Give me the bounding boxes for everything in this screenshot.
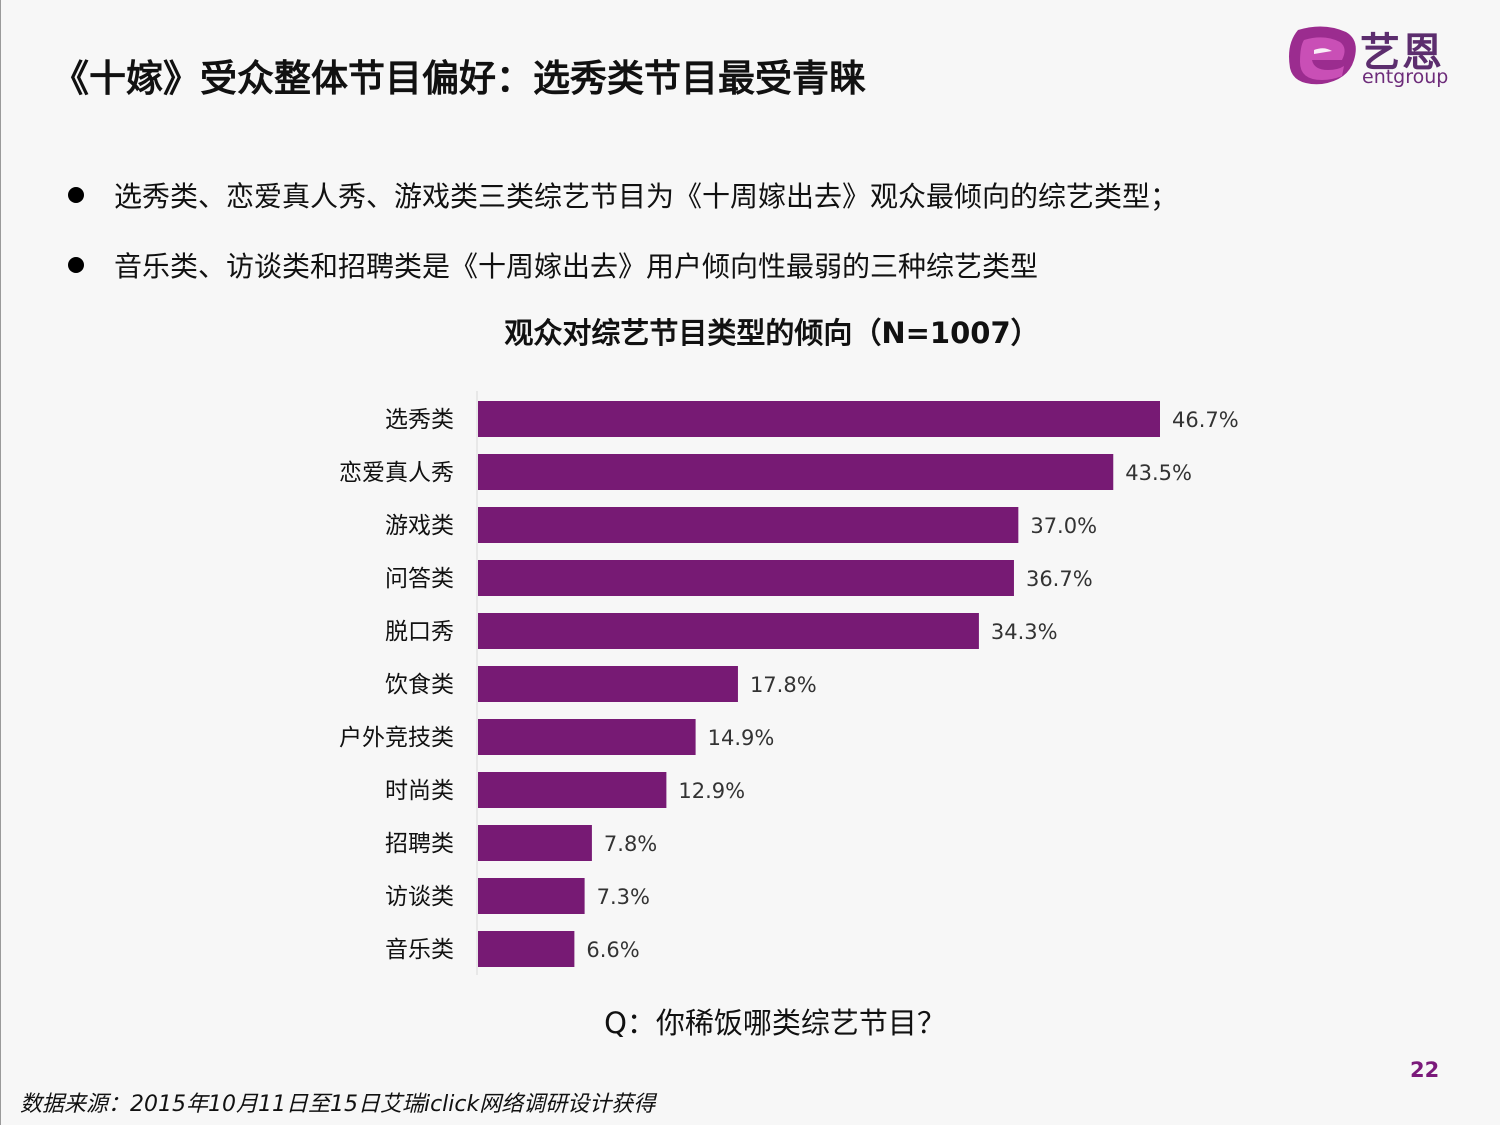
page-title: 《十嫁》受众整体节目偏好：选秀类节目最受青睐 [52, 57, 866, 100]
logo-english-text: entgroup [1362, 66, 1449, 88]
value-label: 43.5% [1125, 461, 1192, 485]
category-label: 访谈类 [385, 884, 454, 910]
survey-question: Q：你稀饭哪类综艺节目？ [604, 1006, 946, 1040]
bar-10 [478, 931, 575, 967]
category-label: 选秀类 [385, 407, 454, 433]
value-label: 34.3% [991, 620, 1058, 644]
bullet-dot-icon [68, 187, 84, 203]
bullet-text: 选秀类、恋爱真人秀、游戏类三类综艺节目为《十周嫁出去》观众最倾向的综艺类型； [114, 180, 1179, 213]
bar-5 [478, 666, 738, 702]
category-label: 招聘类 [385, 831, 454, 857]
category-label: 问答类 [385, 566, 454, 592]
bar-8 [478, 825, 592, 861]
value-label: 12.9% [678, 779, 745, 803]
category-label: 游戏类 [385, 513, 454, 539]
value-label: 36.7% [1026, 567, 1093, 591]
category-label: 脱口秀 [385, 619, 454, 645]
bar-2 [478, 507, 1019, 543]
bullet-item: 音乐类、访谈类和招聘类是《十周嫁出去》用户倾向性最弱的三种综艺类型 [68, 230, 1178, 300]
page-number: 22 [1410, 1058, 1440, 1082]
bar-9 [478, 878, 585, 914]
value-label: 7.8% [604, 832, 657, 856]
bullet-list: 选秀类、恋爱真人秀、游戏类三类综艺节目为《十周嫁出去》观众最倾向的综艺类型； 音… [68, 160, 1178, 300]
bar-1 [478, 454, 1114, 490]
bar-chart: 选秀类 46.7% 恋爱真人秀 43.5% 游戏类 37.0% 问答类 36.7% 脱口秀 34.… [339, 391, 1239, 975]
bullet-item: 选秀类、恋爱真人秀、游戏类三类综艺节目为《十周嫁出去》观众最倾向的综艺类型； [68, 160, 1178, 230]
value-label: 17.8% [750, 673, 817, 697]
left-border-line [0, 0, 1, 1125]
value-label: 14.9% [708, 726, 775, 750]
value-label: 7.3% [597, 885, 650, 909]
bar-6 [478, 719, 696, 755]
value-label: 46.7% [1172, 408, 1239, 432]
bullet-text: 音乐类、访谈类和招聘类是《十周嫁出去》用户倾向性最弱的三种综艺类型 [114, 250, 1039, 283]
entgroup-logo: 艺恩 entgroup [1284, 24, 1456, 94]
chart-title: 观众对综艺节目类型的倾向（N=1007） [504, 316, 1040, 350]
logo-chinese-text: 艺恩 [1360, 30, 1444, 76]
bullet-dot-icon [68, 257, 84, 273]
value-label: 6.6% [586, 938, 639, 962]
data-source-note: 数据来源：2015年10月11日至15日艾瑞iclick网络调研设计获得 [20, 1092, 656, 1117]
bar-7 [478, 772, 667, 808]
logo-e-icon [1289, 26, 1356, 85]
bar-3 [478, 560, 1014, 596]
category-label: 恋爱真人秀 [339, 460, 454, 486]
category-label: 饮食类 [385, 672, 454, 698]
category-label: 户外竞技类 [339, 725, 454, 751]
category-label: 时尚类 [385, 778, 454, 804]
bar-4 [478, 613, 979, 649]
category-label: 音乐类 [385, 937, 454, 963]
value-label: 37.0% [1030, 514, 1097, 538]
bar-0 [478, 401, 1160, 437]
